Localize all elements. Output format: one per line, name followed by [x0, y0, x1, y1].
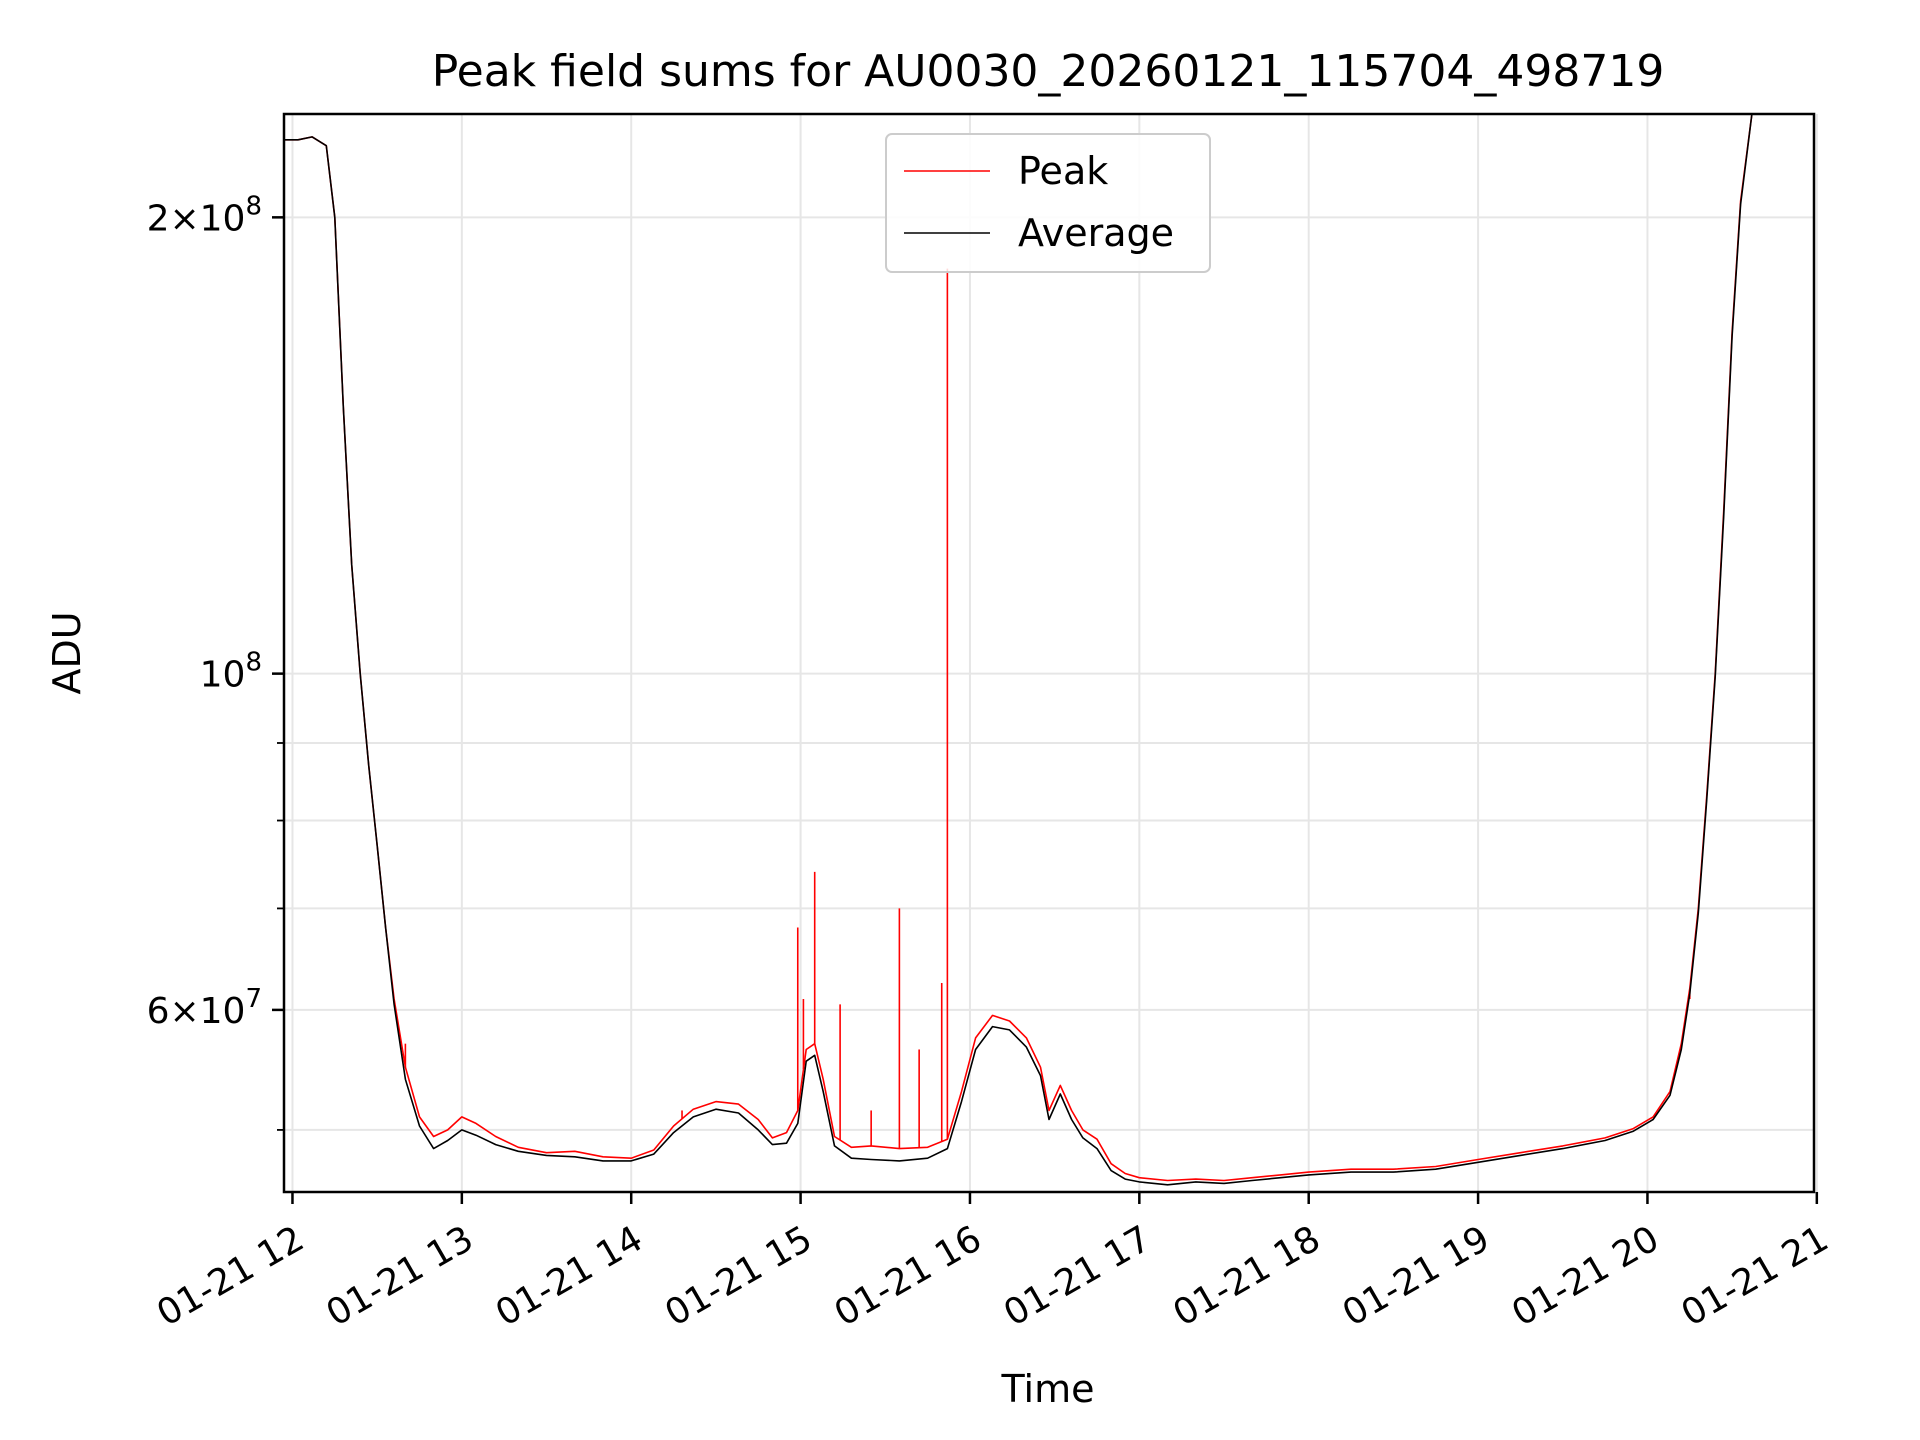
y-tick-label-base: 6×10	[147, 991, 246, 1032]
x-axis-label: Time	[1001, 1367, 1095, 1411]
y-axis-label: ADU	[45, 611, 89, 694]
chart-title: Peak field sums for AU0030_20260121_1157…	[432, 46, 1665, 97]
y-tick-label-base: 2×10	[147, 198, 246, 239]
y-tick-label-exponent: 7	[245, 984, 262, 1014]
y-tick-label: 2×108	[147, 191, 262, 239]
series-line-peak	[284, 113, 1753, 1182]
y-tick-label: 6×107	[147, 984, 262, 1032]
legend-box	[885, 133, 1211, 273]
y-tick-label-exponent: 8	[245, 191, 262, 221]
y-tick-label-base: 10	[200, 655, 246, 696]
legend: Peak Average	[885, 133, 1211, 273]
axes-frame	[282, 112, 1816, 1194]
series-line-average	[284, 113, 1753, 1186]
legend-label-average: Average	[1018, 211, 1174, 255]
y-tick-label-exponent: 8	[245, 648, 262, 678]
grid	[284, 114, 1818, 1192]
legend-label-peak: Peak	[1018, 149, 1108, 193]
y-tick-label: 108	[200, 648, 262, 696]
plot-area	[284, 113, 1753, 1186]
